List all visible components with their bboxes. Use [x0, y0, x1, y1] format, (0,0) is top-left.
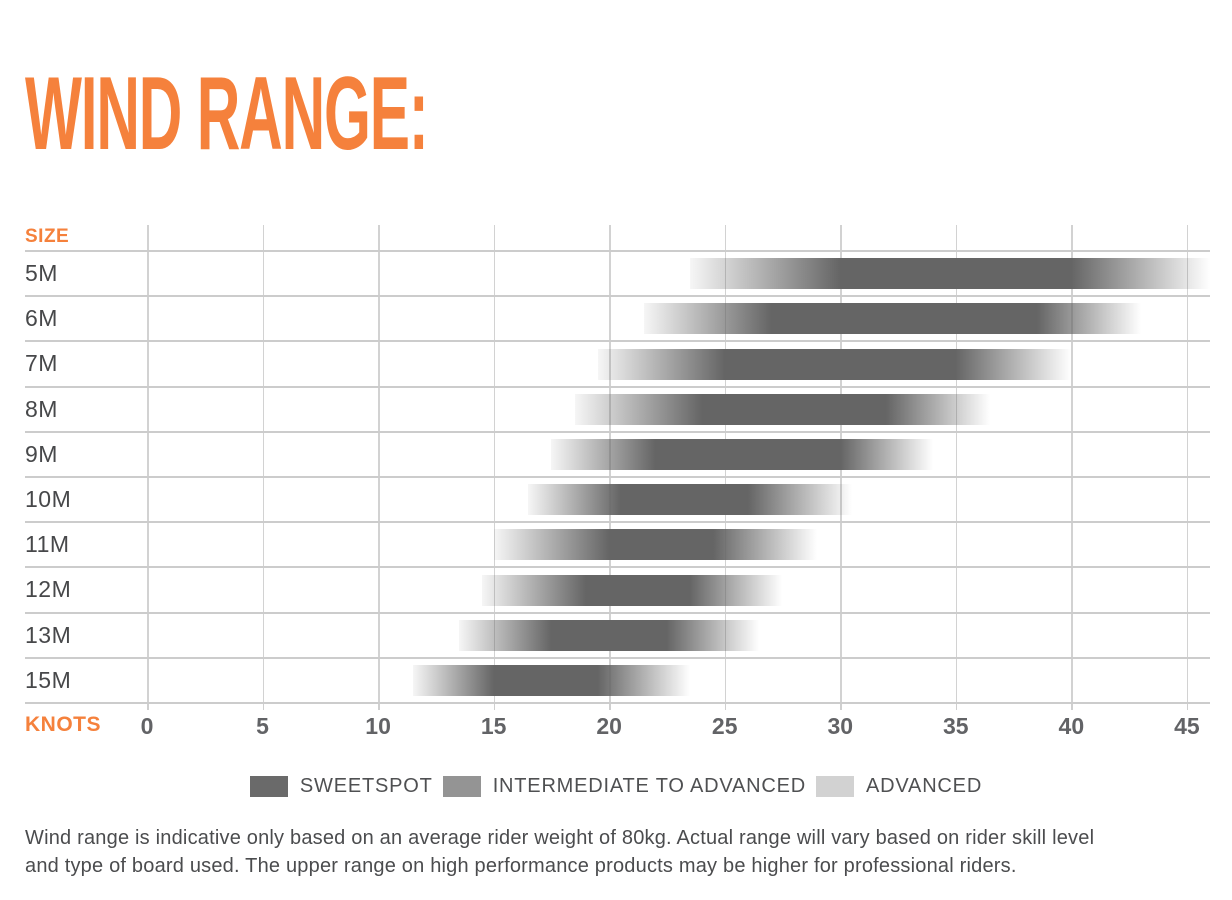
axis-tick — [840, 703, 842, 710]
legend-swatch — [816, 776, 855, 797]
row-separator — [25, 566, 1210, 569]
axis-tick — [609, 703, 611, 710]
wind-range-bar-11M — [493, 529, 818, 561]
axis-tick — [1071, 703, 1073, 710]
wind-range-bar-13M — [458, 619, 760, 651]
axis-tick-label: 40 — [1058, 713, 1085, 739]
axis-tick — [147, 703, 149, 710]
axis-tick — [955, 703, 958, 710]
wind-range-chart: SIZE KNOTS 0 5 10 15 20 25 30 35 40 45 5M 6M 7M 8M 9M 1… — [25, 225, 1210, 755]
row-separator — [25, 611, 1210, 614]
wind-range-bar-15M — [412, 664, 691, 696]
size-column-header: SIZE — [25, 226, 70, 247]
legend-swatch — [442, 776, 481, 797]
axis-tick-label: 5 — [256, 713, 269, 739]
size-label-13M: 13M — [25, 621, 72, 648]
legend-label: SWEETSPOT — [299, 775, 433, 797]
page-title: WIND RANGE: — [25, 56, 429, 172]
footer-note-line-2: and type of board used. The upper range … — [25, 855, 1017, 877]
vertical-gridline — [262, 225, 265, 703]
axis-tick-label: 25 — [711, 713, 738, 739]
row-separator — [25, 250, 1210, 252]
legend-label: ADVANCED — [866, 775, 983, 797]
size-label-7M: 7M — [25, 350, 58, 377]
legend-item-2: INTERMEDIATE TO ADVANCED — [442, 775, 807, 798]
wind-range-bar-10M — [528, 484, 852, 516]
vertical-gridline — [955, 225, 958, 703]
axis-tick-label: 20 — [596, 713, 622, 739]
axis-tick-label: 0 — [140, 713, 154, 739]
wind-range-bar-8M — [574, 393, 991, 425]
vertical-gridline — [493, 225, 496, 703]
legend-item-1: SWEETSPOT — [249, 775, 433, 798]
footer-note-line-1: Wind range is indicative only based on a… — [25, 827, 1095, 849]
size-label-8M: 8M — [25, 395, 58, 422]
size-label-6M: 6M — [25, 305, 58, 332]
axis-tick — [1186, 703, 1189, 710]
legend-label: INTERMEDIATE TO ADVANCED — [492, 775, 807, 797]
row-separator — [25, 295, 1210, 298]
vertical-gridline — [147, 225, 149, 703]
axis-tick-label: 35 — [943, 713, 969, 739]
legend: SWEETSPOT INTERMEDIATE TO ADVANCED ADVANCE… — [0, 775, 1232, 798]
vertical-gridline — [1071, 225, 1073, 703]
row-separator — [25, 385, 1210, 388]
size-label-9M: 9M — [25, 440, 58, 467]
size-label-10M: 10M — [25, 486, 72, 513]
legend-swatch — [249, 776, 288, 797]
legend-item-3: ADVANCED — [816, 775, 982, 798]
footer-note: Wind range is indicative only based on a… — [25, 824, 1215, 880]
axis-tick-label: 30 — [827, 713, 854, 739]
size-label-5M: 5M — [25, 260, 58, 287]
axis-tick-label: 15 — [480, 713, 507, 739]
wind-range-bar-7M — [597, 348, 1072, 380]
wind-range-bar-9M — [551, 438, 933, 470]
axis-tick — [724, 703, 727, 710]
knots-axis-label: KNOTS — [25, 713, 101, 736]
axis-tick — [378, 703, 380, 710]
wind-range-bar-12M — [482, 574, 783, 606]
row-separator — [25, 702, 1210, 704]
vertical-gridline — [1186, 225, 1189, 703]
row-separator — [25, 656, 1210, 659]
row-separator — [25, 340, 1210, 343]
wind-range-bar-6M — [643, 303, 1141, 335]
axis-tick — [262, 703, 265, 710]
row-separator — [25, 430, 1210, 433]
row-separator — [25, 521, 1210, 524]
size-label-11M: 11M — [25, 531, 70, 558]
row-separator — [25, 476, 1210, 478]
axis-tick-label: 10 — [365, 713, 391, 739]
size-label-15M: 15M — [25, 666, 72, 693]
size-label-12M: 12M — [25, 576, 72, 603]
axis-tick — [493, 703, 496, 710]
wind-range-bar-5M — [690, 258, 1210, 290]
vertical-gridline — [378, 225, 380, 703]
axis-tick-label: 45 — [1174, 713, 1200, 739]
